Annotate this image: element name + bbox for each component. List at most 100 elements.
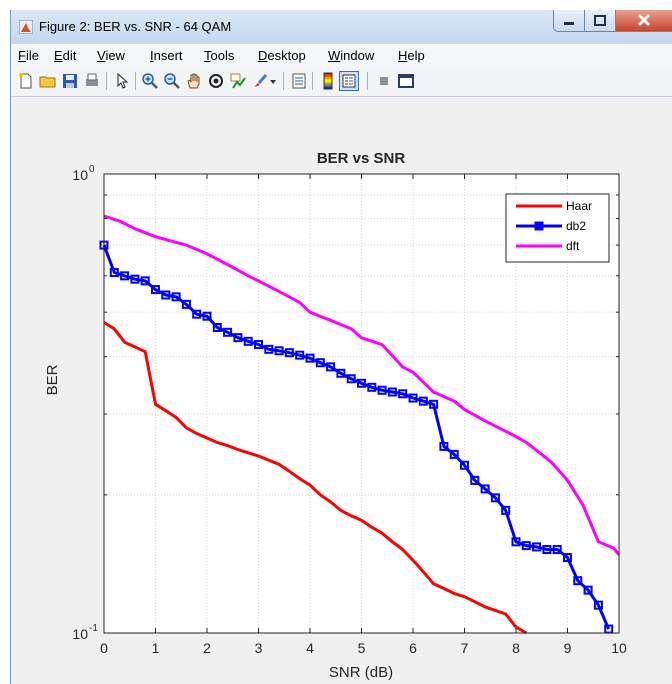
legend[interactable]: Haar db2 dft — [505, 193, 610, 263]
chart-title: BER vs SNR — [317, 150, 406, 167]
data-point-db2 — [326, 362, 336, 372]
tick-marks — [103, 173, 620, 634]
x-tick-label: 9 — [564, 640, 572, 656]
brush-dropdown-icon[interactable] — [269, 72, 277, 90]
series-layer — [99, 214, 621, 635]
data-point-db2 — [151, 285, 160, 295]
data-point-db2 — [418, 396, 428, 406]
close-icon — [637, 13, 651, 27]
x-tick-label: 1 — [152, 640, 160, 656]
minimize-button[interactable] — [553, 10, 585, 32]
new-figure-icon[interactable] — [17, 72, 35, 90]
data-point-db2 — [305, 353, 315, 363]
x-tick-label: 5 — [358, 640, 366, 656]
link-plot-icon[interactable] — [290, 72, 308, 90]
data-point-db2 — [470, 475, 480, 485]
maximize-icon — [594, 15, 606, 26]
legend-box — [505, 193, 610, 263]
legend-label-dft: dft — [566, 239, 580, 253]
close-button[interactable] — [615, 10, 672, 32]
data-point-db2 — [377, 385, 387, 395]
show-plot-tools-icon[interactable] — [397, 72, 415, 90]
data-point-db2 — [233, 333, 243, 343]
data-point-db2 — [120, 271, 130, 281]
data-point-db2 — [161, 290, 171, 300]
data-point-db2 — [542, 545, 552, 555]
data-point-db2 — [192, 309, 202, 319]
data-point-db2 — [573, 576, 583, 586]
menu-window[interactable]: Window — [328, 48, 375, 63]
data-point-db2 — [511, 537, 521, 547]
open-file-icon[interactable] — [39, 72, 57, 90]
x-tick-label: 0 — [100, 640, 108, 656]
legend-icon[interactable] — [339, 71, 359, 91]
x-tick-label: 3 — [255, 640, 263, 656]
data-point-db2 — [398, 389, 408, 399]
data-point-db2 — [521, 541, 531, 551]
data-point-db2 — [223, 327, 233, 337]
menu-insert[interactable]: Insert — [150, 48, 183, 63]
x-tick-label: 4 — [306, 640, 314, 656]
toolbar-separator — [312, 72, 313, 90]
data-point-db2 — [181, 299, 191, 309]
y-tick-label: 10 — [72, 626, 88, 642]
x-tick-label: 2 — [203, 640, 211, 656]
maximize-button[interactable] — [584, 10, 616, 32]
zoom-out-icon[interactable] — [163, 72, 181, 90]
minimize-icon — [564, 22, 574, 25]
toolbar-separator — [135, 72, 136, 90]
data-point-db2 — [490, 493, 500, 503]
data-point-db2 — [274, 346, 284, 356]
y-axis-label: BER — [44, 364, 61, 395]
toolbar-separator — [283, 72, 284, 90]
data-point-db2 — [387, 387, 397, 397]
pan-icon[interactable] — [185, 72, 203, 90]
data-point-db2 — [315, 358, 325, 368]
toolbar-separator — [367, 72, 368, 90]
rotate-3d-icon[interactable] — [207, 72, 225, 90]
zoom-in-icon[interactable] — [141, 72, 159, 90]
data-point-db2 — [264, 344, 274, 354]
data-point-db2 — [109, 268, 119, 278]
data-cursor-icon[interactable] — [229, 72, 247, 90]
series-line-Haar — [103, 321, 528, 635]
x-tick-label: 10 — [611, 640, 627, 656]
data-point-db2 — [593, 600, 603, 610]
print-icon[interactable] — [83, 72, 101, 90]
data-point-db2 — [336, 368, 346, 378]
x-tick-label: 6 — [409, 640, 417, 656]
menu-desktop[interactable]: Desktop — [258, 48, 306, 63]
data-point-db2 — [243, 336, 253, 346]
colorbar-icon[interactable] — [319, 72, 337, 90]
menu-help[interactable]: Help — [398, 48, 425, 63]
data-point-db2 — [480, 484, 490, 494]
menu-file[interactable]: File — [18, 48, 39, 63]
data-point-db2 — [583, 585, 593, 595]
data-point-db2 — [202, 311, 212, 321]
data-point-db2 — [140, 276, 150, 286]
data-point-db2 — [460, 460, 469, 470]
x-tick-label: 8 — [512, 640, 520, 656]
menu-tools[interactable]: Tools — [204, 48, 235, 63]
data-point-db2 — [552, 545, 562, 555]
data-point-db2 — [429, 399, 439, 409]
title-bar[interactable]: Figure 2: BER vs. SNR - 64 QAM — [11, 10, 672, 45]
menu-view[interactable]: View — [97, 48, 125, 63]
brush-icon[interactable] — [251, 72, 269, 90]
data-point-db2 — [171, 292, 181, 302]
data-point-db2 — [295, 350, 305, 360]
data-point-db2 — [284, 348, 294, 358]
matlab-figure-icon — [19, 20, 33, 34]
save-icon[interactable] — [61, 72, 79, 90]
data-point-db2 — [130, 274, 140, 284]
legend-label-Haar: Haar — [566, 199, 592, 213]
pointer-icon[interactable] — [112, 72, 130, 90]
legend-label-db2: db2 — [566, 219, 586, 233]
figure-toolbar — [11, 66, 672, 97]
menu-edit[interactable]: Edit — [54, 48, 77, 63]
figure-canvas: 0 1 2 3 4 5 6 7 8 9 10 10 0 10 -1 BER vs SNR SNR (dB)… — [11, 97, 672, 684]
hide-plot-tools-icon[interactable] — [375, 72, 393, 90]
data-point-db2 — [449, 449, 459, 459]
